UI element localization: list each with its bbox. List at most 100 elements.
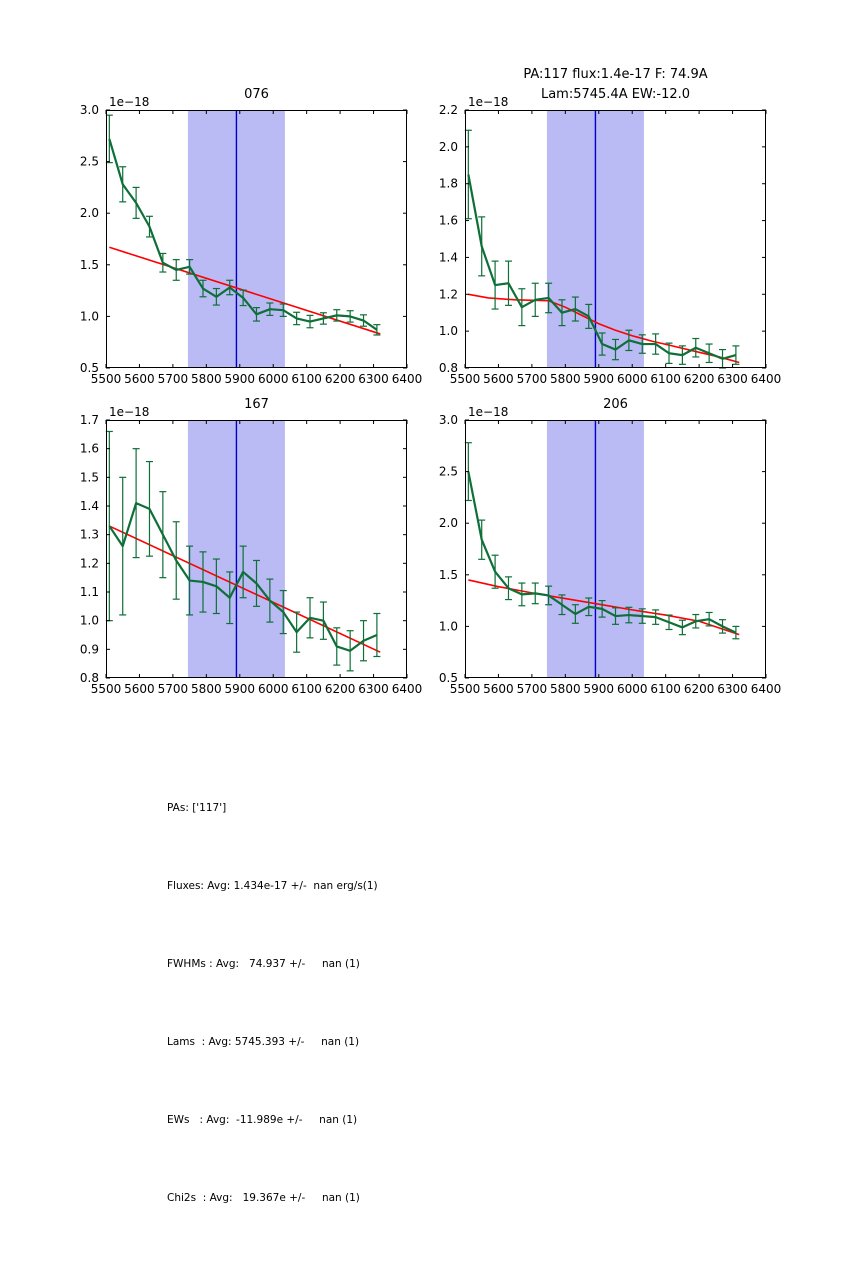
x-tick-label: 5700 (158, 372, 189, 386)
y-tick-label: 1.6 (439, 214, 458, 228)
x-tick-label: 5900 (225, 372, 256, 386)
x-tick-label: 5800 (550, 682, 581, 696)
y-axis-offset-label: 1e−18 (468, 95, 509, 109)
subplot-title-line: Lam:5745.4A EW:-12.0 (540, 86, 691, 102)
continuum-fit-line (468, 293, 740, 364)
y-tick-label: 1.6 (80, 442, 99, 456)
y-tick-label: 0.5 (80, 361, 99, 375)
x-tick-label: 6000 (617, 682, 648, 696)
x-tick-label: 6000 (617, 372, 648, 386)
y-tick-label: 1.4 (80, 499, 99, 513)
y-tick-label: 1.2 (80, 556, 99, 570)
x-tick-label: 5600 (483, 682, 514, 696)
x-tick-label: 6300 (717, 372, 748, 386)
subplot-206-title: 206 (465, 395, 766, 415)
y-tick-label: 1.0 (80, 614, 99, 628)
axes-frame (106, 420, 407, 678)
y-tick-label: 1.1 (80, 585, 99, 599)
subplot-167: 167 1e−18 5500 5600 5700 5800 5900 6000 6100 62… (80, 397, 422, 696)
x-tick-label: 5800 (191, 372, 222, 386)
error-bars (464, 129, 740, 369)
spectrum-line (108, 502, 378, 652)
x-tick-label: 6000 (258, 372, 289, 386)
continuum-fit-line (109, 525, 381, 653)
y-axis-offset-label: 1e−18 (468, 405, 509, 419)
y-axis-offset-label: 1e−18 (109, 95, 150, 109)
x-tick-label: 5800 (550, 372, 581, 386)
subplot-title-line: PA:117 flux:1.4e-17 F: 74.9A (523, 66, 708, 82)
x-tick-label: 6100 (650, 682, 681, 696)
y-tick-label: 2.5 (80, 155, 99, 169)
y-tick-label: 2.0 (80, 206, 99, 220)
x-tick-label: 5800 (191, 682, 222, 696)
spectrum-line (467, 471, 737, 634)
x-tick-label: 6000 (258, 682, 289, 696)
subplot-title-line: 206 (603, 396, 628, 412)
y-tick-label: 2.5 (439, 465, 458, 479)
x-tick-label: 6300 (717, 682, 748, 696)
plot-canvas-076: 5500 5600 5700 5800 5900 6000 6100 6200 6300 6400… (80, 103, 422, 386)
subplot-pa117: PA:117 flux:1.4e-17 F: 74.9A Lam:5745.4A… (439, 67, 781, 386)
subplot-206: 206 1e−18 5500 5600 5700 5800 5900 6000 6100 62… (439, 397, 781, 696)
axes-frame (106, 110, 407, 368)
x-tick-label: 5600 (124, 682, 155, 696)
spectrum-line (108, 138, 378, 331)
x-tick-label: 5700 (517, 372, 548, 386)
y-tick-label: 1.0 (439, 619, 458, 633)
x-tick-label: 5500 (91, 372, 122, 386)
plot-canvas-167: 5500 5600 5700 5800 5900 6000 6100 6200 6300 6400… (80, 413, 422, 696)
plot-canvas-206: 5500 5600 5700 5800 5900 6000 6100 6200 6300 6400… (439, 413, 781, 696)
y-tick-label: 0.9 (80, 642, 99, 656)
axis-tick-labels: 5500 5600 5700 5800 5900 6000 6100 6200 6300 6400… (80, 103, 422, 386)
x-tick-label: 5500 (91, 682, 122, 696)
y-axis-offset-label: 1e−18 (109, 405, 150, 419)
subplot-title-line: 167 (244, 396, 269, 412)
x-tick-label: 6400 (751, 372, 782, 386)
stats-line-lams: Lams : Avg: 5745.393 +/- nan (1) (167, 1036, 360, 1048)
y-tick-label: 1.5 (80, 258, 99, 272)
error-bars (464, 442, 740, 640)
y-tick-label: 1.4 (439, 250, 458, 264)
axis-tick-labels: 5500 5600 5700 5800 5900 6000 6100 6200 6300 6400… (439, 103, 781, 386)
y-tick-label: 1.3 (80, 528, 99, 542)
stats-summary: PAs: ['117'] Fluxes: Avg: 1.434e-17 +/- … (167, 743, 378, 1263)
y-tick-label: 3.0 (439, 413, 458, 427)
y-tick-label: 1.0 (439, 324, 458, 338)
x-tick-label: 5500 (450, 372, 481, 386)
x-tick-label: 5600 (124, 372, 155, 386)
x-tick-label: 6200 (684, 372, 715, 386)
y-tick-label: 3.0 (80, 103, 99, 117)
subplot-167-title: 167 (106, 395, 407, 415)
x-tick-label: 6100 (291, 372, 322, 386)
y-tick-label: 2.2 (439, 103, 458, 117)
x-tick-label: 6200 (325, 682, 356, 696)
x-tick-label: 5900 (584, 372, 615, 386)
y-tick-label: 1.0 (80, 309, 99, 323)
axes-frame (465, 110, 766, 368)
axes-frame (465, 420, 766, 678)
stats-line-ews: EWs : Avg: -11.989e +/- nan (1) (167, 1114, 358, 1126)
y-tick-label: 2.0 (439, 140, 458, 154)
y-tick-label: 1.5 (439, 568, 458, 582)
x-tick-label: 6200 (684, 682, 715, 696)
x-tick-label: 6100 (291, 682, 322, 696)
spectrum-line (467, 174, 737, 360)
x-tick-label: 6200 (325, 372, 356, 386)
x-tick-label: 5900 (225, 682, 256, 696)
x-tick-label: 5700 (158, 682, 189, 696)
x-tick-label: 6400 (751, 682, 782, 696)
stats-line-pas: PAs: ['117'] (167, 802, 227, 814)
x-tick-label: 6400 (392, 372, 423, 386)
y-tick-label: 0.5 (439, 671, 458, 685)
plot-canvas-pa117: 5500 5600 5700 5800 5900 6000 6100 6200 6300 6400… (439, 103, 781, 386)
x-tick-label: 5700 (517, 682, 548, 696)
y-tick-label: 2.0 (439, 516, 458, 530)
x-tick-label: 6400 (392, 682, 423, 696)
subplot-pa117-title: PA:117 flux:1.4e-17 F: 74.9A Lam:5745.4A… (465, 65, 766, 105)
x-tick-label: 6300 (358, 682, 389, 696)
y-tick-label: 1.8 (439, 177, 458, 191)
axis-tick-labels: 5500 5600 5700 5800 5900 6000 6100 6200 6300 6400… (80, 413, 422, 696)
stats-line-fwhms: FWHMs : Avg: 74.937 +/- nan (1) (167, 958, 360, 970)
y-tick-label: 1.5 (80, 470, 99, 484)
x-tick-label: 6100 (650, 372, 681, 386)
